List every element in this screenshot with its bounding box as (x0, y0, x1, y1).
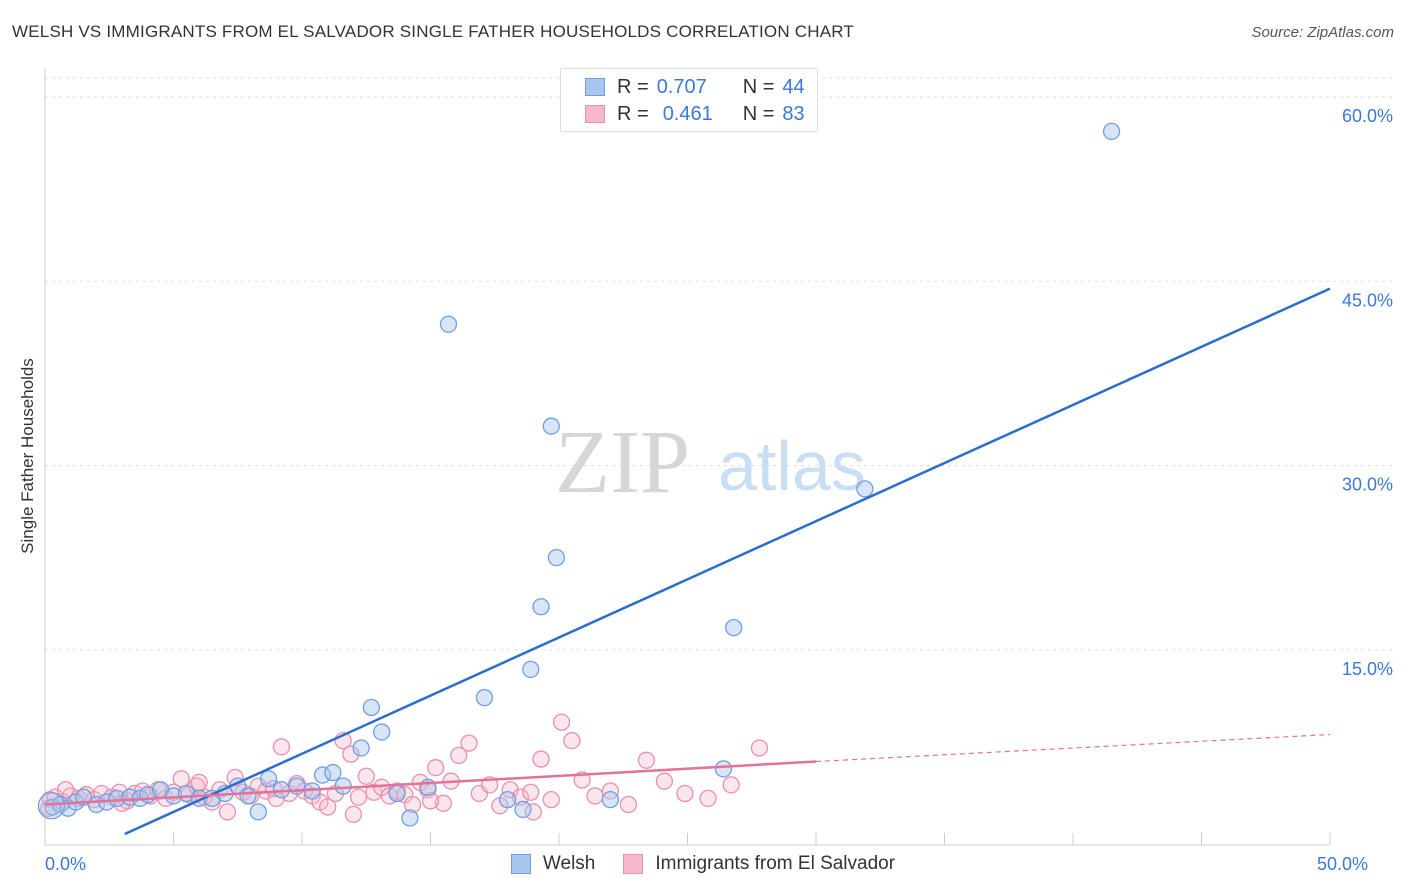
welsh-r-value: 0.707 (656, 75, 707, 98)
welsh-point (313, 766, 332, 784)
welsh-point (249, 803, 267, 821)
welsh-point (373, 723, 391, 741)
salvador-point (450, 746, 468, 765)
welsh-point (514, 800, 532, 819)
welsh-point (475, 689, 494, 707)
welsh-point (334, 777, 352, 795)
x-tick-label: 50.0% (1317, 854, 1368, 874)
salvador-trend-line (44, 760, 817, 806)
x-tick-label: 0.0% (45, 854, 86, 874)
welsh-point (439, 315, 458, 333)
welsh-point (725, 618, 743, 637)
welsh-point (239, 787, 257, 805)
salvador-point (342, 745, 360, 763)
welsh-point (714, 760, 733, 778)
salvador-point (542, 790, 560, 809)
y-tick-label: 15.0% (1342, 659, 1393, 679)
welsh-trend-line (124, 287, 1331, 836)
series-salvador (40, 713, 769, 823)
welsh-point (352, 739, 370, 757)
stats-legend-salvador: R = 0.461 N = 83 (585, 102, 805, 126)
salvador-point (272, 738, 291, 756)
trend-layer (44, 287, 1331, 836)
legend-item-salvador[interactable]: Immigrants from El Salvador (623, 853, 895, 875)
watermark: ZIP atlas (555, 413, 866, 512)
axis-layer (44, 68, 1331, 846)
salvador-point (655, 772, 674, 790)
watermark-zip: ZIP (555, 413, 690, 512)
salvador-point (637, 751, 656, 769)
chart-title: WELSH VS IMMIGRANTS FROM EL SALVADOR SIN… (12, 22, 855, 41)
welsh-n-label: N = (742, 75, 775, 98)
welsh-point (532, 598, 550, 616)
salvador-point (563, 731, 581, 750)
salvador-r-label: R = (617, 102, 649, 125)
welsh-point-cluster (37, 792, 66, 820)
salvador-point (319, 798, 337, 816)
salvador-point (460, 734, 478, 752)
welsh-point (362, 698, 381, 717)
legend-welsh-swatch (510, 854, 531, 874)
welsh-point (108, 789, 126, 808)
chart-source: Source: ZipAtlas.com (1251, 24, 1394, 41)
salvador-point (434, 794, 453, 812)
stats-legend-welsh: R = 0.707 N = 44 (585, 75, 805, 99)
salvador-point (349, 788, 368, 806)
salvador-swatch (585, 105, 605, 123)
welsh-r-label: R = (617, 75, 649, 98)
welsh-swatch (585, 78, 605, 96)
welsh-point (542, 417, 560, 435)
salvador-r-value: 0.461 (662, 102, 713, 125)
salvador-point (619, 795, 638, 814)
welsh-point (401, 809, 419, 827)
series-welsh (37, 122, 1121, 827)
salvador-point (676, 784, 694, 803)
salvador-point (750, 739, 769, 757)
salvador-point (344, 805, 363, 823)
legend-salvador-label: Immigrants from El Salvador (655, 853, 896, 874)
stats-legend: R = 0.707 N = 44 R = 0.461 N = 83 (560, 68, 818, 132)
welsh-point (547, 548, 566, 567)
y-tick-label: 60.0% (1342, 106, 1393, 126)
salvador-n-value: 83 (782, 102, 805, 125)
legend-item-welsh[interactable]: Welsh (510, 853, 596, 875)
series-legend: Welsh Immigrants from El Salvador (0, 850, 1406, 878)
welsh-point (259, 770, 278, 788)
salvador-point (699, 789, 717, 808)
salvador-trend-extension (815, 733, 1331, 763)
salvador-point (524, 803, 542, 821)
salvador-point (421, 792, 440, 810)
welsh-n-value: 44 (782, 75, 805, 98)
welsh-point (856, 480, 874, 498)
salvador-point (426, 759, 445, 777)
welsh-point (1102, 122, 1121, 141)
salvador-point (357, 767, 375, 785)
salvador-point (586, 787, 604, 805)
legend-welsh-label: Welsh (542, 853, 596, 874)
y-tick-label: 30.0% (1342, 475, 1393, 495)
salvador-point (532, 750, 550, 768)
legend-salvador-swatch (623, 854, 644, 874)
welsh-point (522, 660, 540, 679)
salvador-point (403, 795, 422, 814)
y-tick-label: 45.0% (1342, 290, 1393, 310)
tick-label-layer: 15.0% 30.0% 45.0% 60.0% 0.0% 50.0% (45, 106, 1393, 874)
salvador-point (172, 770, 190, 788)
salvador-point (218, 803, 237, 821)
welsh-point (324, 763, 342, 782)
salvador-point (522, 783, 540, 801)
welsh-point (601, 790, 620, 809)
watermark-atlas: atlas (718, 427, 866, 505)
salvador-point (190, 773, 208, 792)
salvador-point (552, 713, 571, 731)
welsh-point (388, 784, 406, 803)
salvador-point (722, 776, 740, 794)
salvador-n-label: N = (742, 102, 775, 125)
welsh-point (498, 790, 517, 809)
